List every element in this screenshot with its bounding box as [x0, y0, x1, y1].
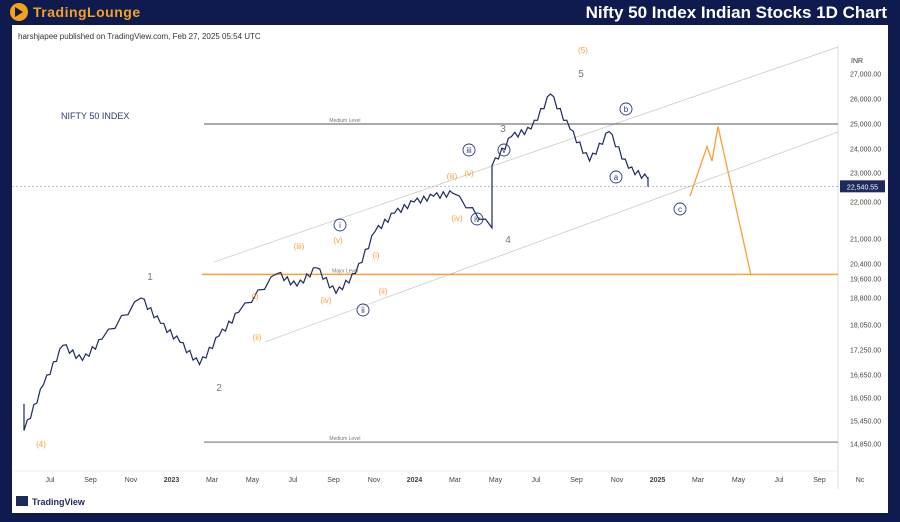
wave-label-circle — [673, 202, 687, 216]
wave-label: iv — [474, 215, 480, 224]
y-tick-label: 17,250.00 — [850, 348, 881, 355]
y-tick-label: 26,000.00 — [850, 97, 881, 104]
tradingview-footer[interactable]: TradingView — [16, 496, 86, 507]
wave-label: 4 — [505, 235, 511, 246]
x-tick-label: Sep — [84, 477, 97, 484]
x-tick-label: Sep — [327, 477, 340, 484]
y-tick-label: 27,000.00 — [850, 72, 881, 79]
wave-label-circle — [619, 102, 633, 116]
page-title: Nifty 50 Index Indian Stocks 1D Chart — [585, 3, 887, 22]
x-tick-label: Nov — [368, 477, 381, 484]
header-bar: TradingLounge Nifty 50 Index Indian Stoc… — [0, 0, 900, 24]
wave-label: (5) — [578, 46, 588, 55]
x-tick-label: Jul — [46, 477, 55, 484]
wave-label-circle — [497, 143, 511, 157]
price-series-line — [23, 93, 649, 431]
wave-label: 5 — [578, 69, 584, 80]
wave-label: i — [339, 221, 341, 230]
tradingview-icon — [16, 496, 28, 506]
x-tick-label: Sep — [813, 477, 826, 484]
x-tick-label: 2025 — [650, 477, 666, 484]
chart-svg[interactable]: harshjapee published on TradingView.com,… — [12, 25, 888, 513]
currency-label: INR — [851, 58, 863, 65]
wave-label: 3 — [500, 124, 506, 135]
brand-name: TradingLounge — [33, 4, 141, 20]
x-tick-label: Mar — [206, 477, 219, 484]
y-tick-label: 22,000.00 — [850, 200, 881, 207]
wave-label-circle — [462, 143, 476, 157]
logo-icon — [10, 3, 28, 21]
wave-label: (ii) — [253, 333, 262, 342]
level-label-1: Major Level — [332, 268, 358, 274]
x-tick-label: 2023 — [164, 477, 180, 484]
wave-label: a — [614, 173, 619, 182]
x-tick-label: Jul — [289, 477, 298, 484]
x-tick-label: Nov — [125, 477, 138, 484]
last-price-badge — [840, 180, 885, 193]
wave-label: (i) — [372, 251, 379, 260]
wave-label: (4) — [36, 440, 46, 449]
wave-label: (iv) — [451, 214, 462, 223]
wave-label-circle — [333, 218, 347, 232]
y-tick-label: 16,650.00 — [850, 373, 881, 380]
y-tick-label: 18,800.00 — [850, 296, 881, 303]
x-tick-label: Mar — [692, 477, 705, 484]
x-tick-label: Nc — [856, 477, 865, 484]
y-tick-label: 24,000.00 — [850, 147, 881, 154]
y-tick-label: 15,450.00 — [850, 419, 881, 426]
wave-label: (iii) — [294, 242, 305, 251]
x-tick-label: Nov — [611, 477, 624, 484]
y-tick-label: 23,000.00 — [850, 171, 881, 178]
y-tick-label: 14,850.00 — [850, 442, 881, 449]
tradingview-label: TradingView — [32, 497, 86, 507]
wave-label: (iii) — [447, 172, 458, 181]
wave-label: c — [678, 205, 682, 214]
x-tick-label: May — [732, 477, 746, 484]
brand-logo[interactable]: TradingLounge — [10, 3, 141, 21]
wave-label-circle — [470, 212, 484, 226]
x-tick-label: 2024 — [407, 477, 423, 484]
level-label-0: Medium Level — [329, 118, 360, 124]
x-tick-label: Jul — [775, 477, 784, 484]
wave-label: (i) — [251, 292, 258, 301]
x-tick-label: Jul — [532, 477, 541, 484]
x-tick-label: Mar — [449, 477, 462, 484]
y-tick-label: 19,600.00 — [850, 277, 881, 284]
y-tick-label: 18,050.00 — [850, 323, 881, 330]
last-price-label: 22,540.55 — [847, 184, 878, 191]
wave-label: iii — [466, 146, 472, 155]
y-tick-label: 20,400.00 — [850, 262, 881, 269]
wave-label: (v) — [464, 169, 474, 178]
x-tick-label: May — [246, 477, 260, 484]
wave-label: 2 — [216, 383, 222, 394]
wave-label: 1 — [147, 272, 153, 283]
wave-label: v — [502, 146, 506, 155]
wave-label-circle — [356, 303, 370, 317]
publisher-line: harshjapee published on TradingView.com,… — [18, 32, 261, 41]
level-label-2: Medium Level — [329, 436, 360, 442]
wave-label: b — [624, 105, 629, 114]
x-tick-label: Sep — [570, 477, 583, 484]
wave-label: ii — [361, 306, 365, 315]
channel-lower-line — [264, 131, 839, 343]
chart-title: NIFTY 50 INDEX — [61, 111, 129, 121]
wave-label: (iv) — [320, 296, 331, 305]
y-tick-label: 25,000.00 — [850, 122, 881, 129]
channel-upper-line — [213, 46, 839, 263]
y-tick-label: 21,000.00 — [850, 237, 881, 244]
projection-path — [689, 126, 752, 276]
wave-label: (ii) — [379, 287, 388, 296]
y-tick-label: 16,050.00 — [850, 396, 881, 403]
wave-label-circle — [609, 170, 623, 184]
x-tick-label: May — [489, 477, 503, 484]
chart-panel: harshjapee published on TradingView.com,… — [12, 25, 888, 513]
wave-label: (v) — [333, 236, 343, 245]
